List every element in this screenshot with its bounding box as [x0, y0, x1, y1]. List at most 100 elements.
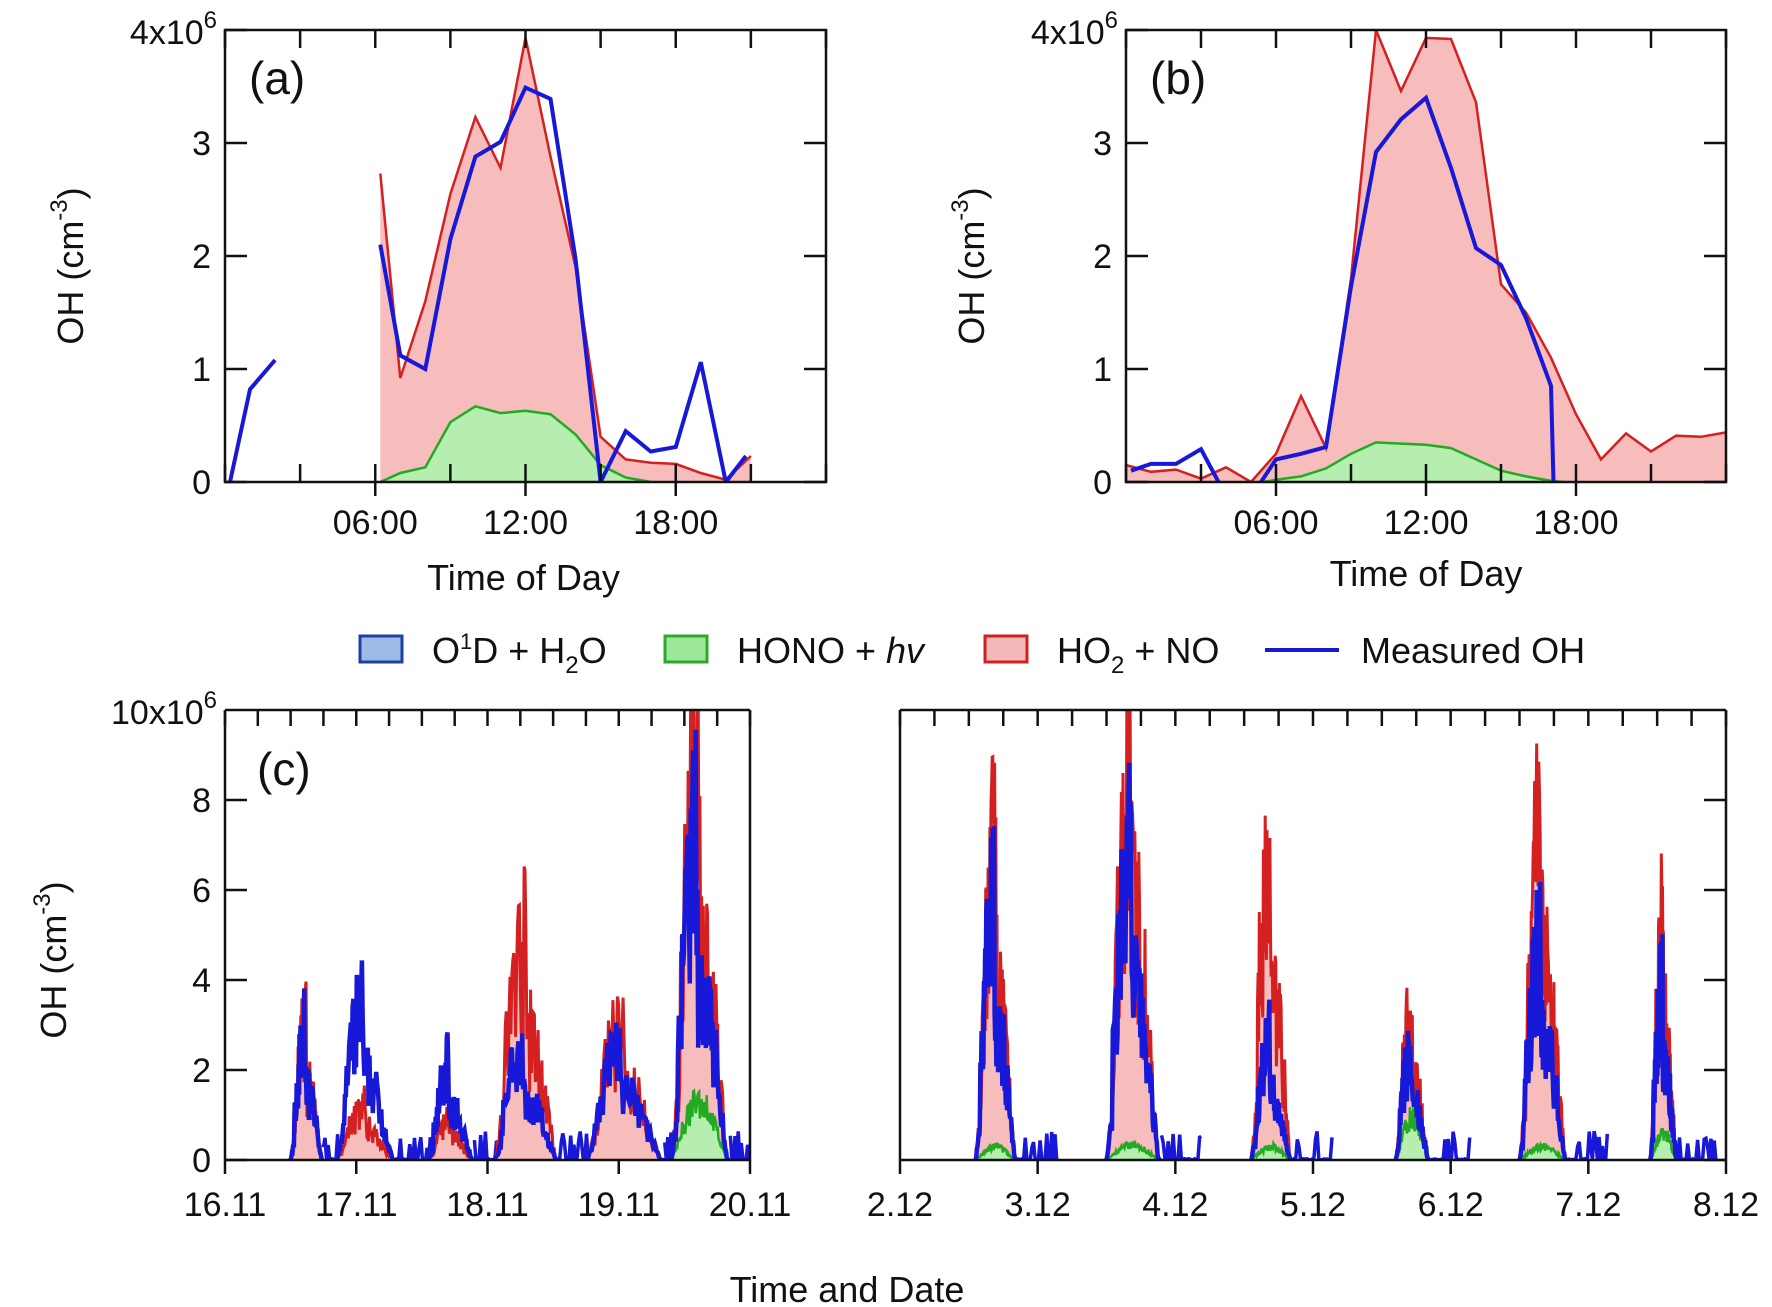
panel-a-ytick-label: 0 [192, 464, 211, 502]
panel-b-ho2-area [1126, 30, 1726, 482]
panel-a-ho2-line [379, 37, 752, 482]
legend-swatch-2 [983, 634, 1029, 664]
panel-c-measured-oh-line [1291, 1131, 1334, 1160]
panel-c-measured-oh-line [1517, 881, 1568, 1160]
panel-c-data [288, 710, 1718, 1160]
panel-c-measured-oh-line [1393, 1030, 1431, 1160]
panel-c-measured-oh-line [1104, 762, 1162, 1160]
panel-b-xlabel: Time of Day [1330, 553, 1523, 594]
panel-c-hono-area [1650, 1128, 1678, 1160]
panel-c-measured-oh-line [492, 1033, 560, 1160]
panel-c-left-xtick-label: 20.11 [709, 1186, 792, 1224]
panel-a-hono-line [379, 404, 651, 482]
panel-b-xtick-label: 18:00 [1533, 504, 1618, 542]
panel-c-right-xtick-label: 2.12 [867, 1186, 933, 1224]
panel-a-hono-area [380, 406, 651, 482]
panel-c-xlabel: Time and Date [730, 1269, 965, 1307]
panel-c-measured-oh-line [1676, 1135, 1718, 1160]
panel-c-left-xtick-label: 17.11 [315, 1186, 398, 1224]
panel-c-hono-area [1106, 1140, 1162, 1160]
panel-c-measured-oh-line [1016, 1131, 1059, 1160]
panel-c-left-xtick-label: 16.11 [184, 1186, 267, 1224]
panel-b-xtick-label: 06:00 [1233, 504, 1318, 542]
panel-a-xtick-label: 18:00 [633, 504, 718, 542]
panel-a-xtick-label: 06:00 [333, 504, 418, 542]
panel-c-right-xtick-label: 7.12 [1555, 1186, 1621, 1224]
panel-c-measured-oh-line [1159, 1133, 1203, 1160]
panel-b-measured-oh-line [1130, 446, 1221, 482]
panel-c-measured-oh-line [395, 1133, 436, 1160]
panel-c-measured-oh-line [973, 826, 1018, 1160]
panel-c-hono-line [975, 1142, 1017, 1160]
panel-a-xlabel: Time of Day [427, 557, 620, 598]
panel-c-right-xtick-label: 4.12 [1142, 1186, 1208, 1224]
legend-swatch-0 [358, 634, 404, 664]
panel-c-hono-line [1250, 1139, 1293, 1160]
panel-b-ytick-top-label: 4x106 [1031, 7, 1118, 52]
panel-a-data [228, 37, 752, 482]
panel-b-label: (b) [1150, 52, 1206, 104]
panel-c-ytick-label: 8 [192, 782, 211, 820]
panel-a-ytick-top-label: 4x106 [130, 7, 217, 52]
panel-b-hono-area [1263, 442, 1564, 482]
panel-c-measured-oh-line [1567, 1130, 1610, 1160]
panel-a-measured-oh-line [228, 358, 277, 482]
panel-c-ylabel: OH (cm-3) [29, 881, 74, 1038]
panel-c-right-xtick-label: 6.12 [1418, 1186, 1484, 1224]
panel-c-measured-oh-line [668, 729, 731, 1160]
panel-c-right-xtick-label: 5.12 [1280, 1186, 1346, 1224]
panel-b-hono-line [1263, 441, 1564, 482]
panel-c-hono-area [1395, 1107, 1430, 1160]
panel-c-ytick-label: 4 [192, 962, 211, 1000]
panel-c-ytick-label: 0 [192, 1142, 211, 1180]
panel-c-hono-area [671, 1090, 731, 1160]
panel-b-ytick-label: 2 [1093, 238, 1112, 276]
panel-a-xtick-label: 12:00 [483, 504, 568, 542]
panel-c-ytick-label: 6 [192, 872, 211, 910]
panel-a-chart: 0 1 2 3 4x106 06:00 12:00 18:00 (a) Time of Day OH… [46, 7, 828, 598]
legend-label-3: Measured OH [1361, 630, 1585, 671]
panel-c-left-xtick-label: 19.11 [577, 1186, 660, 1224]
panel-c-ho2-line [427, 1106, 475, 1160]
panel-c-ytick-top-label: 10x106 [111, 687, 217, 732]
panel-a-ylabel: OH (cm-3) [46, 187, 91, 344]
panel-a-label: (a) [249, 52, 305, 104]
panel-c-right-xtick-label: 8.12 [1693, 1186, 1759, 1224]
panel-c-ho2-line [492, 866, 560, 1160]
panel-c-chart: 16.11 17.11 18.11 19.11 20.11 2.12 3.12 4.12 5.1… [29, 687, 1759, 1307]
panel-c-measured-oh-line [1429, 1131, 1472, 1160]
panel-c-measured-oh-line [1648, 934, 1679, 1160]
panel-c-measured-oh-line [584, 1022, 665, 1160]
legend-label-1: HONO + hv [737, 630, 926, 671]
panel-c-ho2-line [1249, 815, 1293, 1160]
panel-b-data [1126, 30, 1726, 482]
panel-c-measured-oh-line [288, 988, 325, 1160]
panel-c-measured-oh-line [426, 1032, 475, 1160]
panel-c-label: (c) [257, 743, 311, 795]
panel-a-ytick-label: 3 [192, 125, 211, 163]
panel-c-measured-oh-line [1248, 999, 1293, 1160]
panel-a-ho2-area [380, 37, 751, 482]
panel-a-ytick-label: 2 [192, 238, 211, 276]
panel-b-ylabel: OH (cm-3) [947, 187, 992, 344]
panel-b-ytick-label: 3 [1093, 125, 1112, 163]
legend-label-0: O1D + H2O [432, 629, 607, 679]
legend-swatch-1 [663, 634, 709, 664]
panel-c-measured-oh-line [334, 960, 396, 1160]
panel-b-ytick-label: 0 [1093, 464, 1112, 502]
panel-c-right-xtick-label: 3.12 [1005, 1186, 1071, 1224]
panel-c-hono-line [1519, 1140, 1568, 1160]
panel-c-ho2-line [335, 1085, 396, 1160]
panel-a-ytick-label: 1 [192, 351, 211, 389]
panel-a-measured-oh-line [378, 84, 748, 482]
legend-label-2: HO2 + NO [1057, 630, 1219, 679]
panel-c-hono-line [670, 1088, 731, 1160]
panel-c-ytick-label: 2 [192, 1052, 211, 1090]
panel-b-chart: 0 1 2 3 4x106 06:00 12:00 18:00 (b) Time of Day OH… [947, 7, 1728, 594]
panel-b-xtick-label: 12:00 [1383, 504, 1468, 542]
panel-c-hono-line [1105, 1140, 1162, 1160]
panel-c-left-xtick-label: 18.11 [446, 1186, 529, 1224]
panel-b-measured-oh-line [1259, 94, 1556, 482]
panel-c-hono-area [975, 1143, 1017, 1160]
